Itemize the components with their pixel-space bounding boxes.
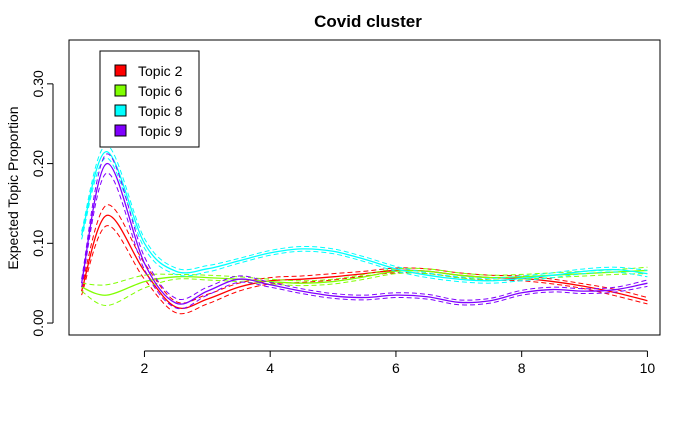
ci-lower-line-topic-1 [81, 225, 648, 315]
legend-swatch [114, 84, 127, 97]
series-topic-3 [80, 144, 648, 284]
ci-lower-line-topic-3 [81, 157, 648, 284]
series-line-topic-1 [80, 214, 648, 309]
legend: Topic 2 Topic 6 Topic 8 Topic 9 [99, 50, 200, 148]
legend-label: Topic 2 [138, 63, 183, 79]
series-topic-4 [80, 153, 648, 310]
legend-swatch [114, 104, 127, 117]
legend-label: Topic 6 [138, 83, 183, 99]
legend-label: Topic 9 [138, 123, 183, 139]
ci-upper-line-topic-3 [81, 144, 648, 279]
x-tick-label: 8 [518, 360, 526, 376]
plot-frame [68, 39, 661, 336]
ci-upper-line-topic-4 [81, 153, 648, 301]
x-tick-label: 6 [392, 360, 400, 376]
series-topic-1 [80, 204, 648, 315]
x-tick-label: 10 [640, 360, 656, 376]
x-tick-label: 4 [266, 360, 274, 376]
y-tick-label: 0.30 [30, 70, 46, 97]
ci-lower-line-topic-4 [81, 172, 648, 310]
y-tick-label: 0.20 [30, 150, 46, 177]
legend-swatch [114, 64, 127, 77]
series-line-topic-3 [80, 150, 648, 282]
chart-title: Covid cluster [314, 12, 422, 31]
legend-label: Topic 8 [138, 103, 183, 119]
plot-area [80, 144, 648, 315]
axes: 2 4 6 8 10 0.00 0.10 0.20 0.30 [30, 39, 661, 376]
y-tick-label: 0.10 [30, 229, 46, 256]
legend-swatch [114, 124, 127, 137]
series-line-topic-4 [80, 162, 648, 305]
x-tick-label: 2 [141, 360, 149, 376]
y-axis-title: Expected Topic Proportion [5, 106, 21, 269]
ci-upper-line-topic-1 [81, 204, 648, 304]
y-tick-label: 0.00 [30, 309, 46, 336]
